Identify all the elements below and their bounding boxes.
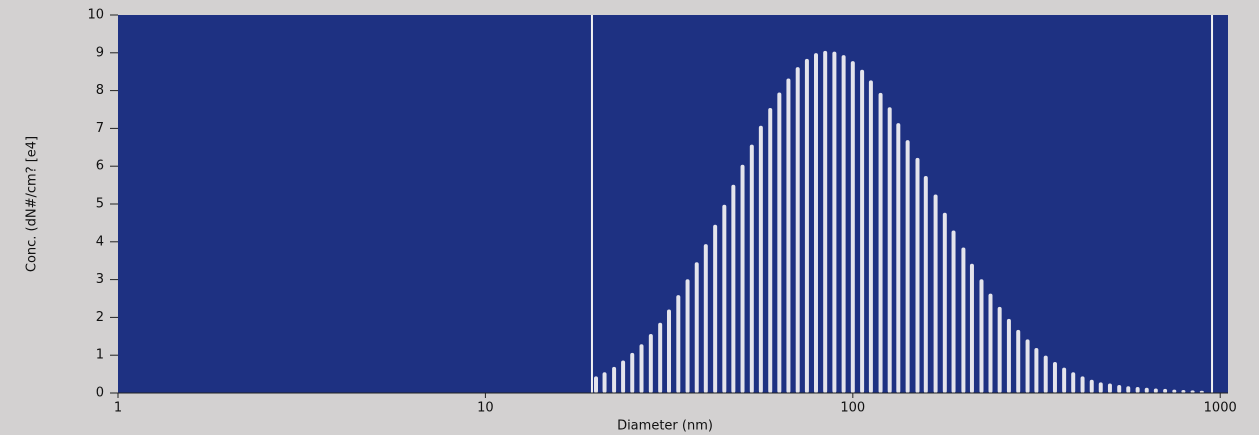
bar bbox=[942, 212, 947, 393]
x-tick-label: 1000 bbox=[1204, 401, 1237, 416]
bar bbox=[988, 293, 993, 393]
bar bbox=[786, 78, 791, 393]
bar bbox=[951, 230, 956, 393]
bar bbox=[777, 92, 782, 394]
bar bbox=[722, 204, 727, 393]
bar bbox=[923, 176, 928, 393]
bar bbox=[1153, 388, 1158, 393]
bar bbox=[969, 263, 974, 393]
bar bbox=[768, 107, 773, 393]
bar bbox=[1071, 372, 1076, 393]
bar bbox=[905, 140, 910, 393]
plot-area bbox=[118, 15, 1228, 393]
bar bbox=[832, 51, 837, 393]
bar bbox=[915, 157, 920, 393]
bar bbox=[1089, 379, 1094, 393]
bar bbox=[823, 50, 828, 393]
bar bbox=[612, 366, 617, 393]
bar bbox=[658, 322, 663, 393]
y-tick-label: 6 bbox=[96, 159, 104, 174]
y-tick-label: 3 bbox=[96, 272, 104, 287]
bar bbox=[731, 184, 736, 393]
bar bbox=[666, 309, 671, 393]
bar bbox=[685, 279, 690, 393]
bar bbox=[850, 61, 855, 394]
y-tick-label: 8 bbox=[96, 83, 104, 98]
bar bbox=[1126, 386, 1131, 393]
bar bbox=[1135, 386, 1140, 393]
bar bbox=[896, 123, 901, 393]
bar bbox=[804, 58, 809, 394]
y-tick-label: 2 bbox=[96, 310, 104, 325]
y-tick-label: 5 bbox=[96, 197, 104, 212]
bar bbox=[630, 352, 635, 393]
bar bbox=[1172, 389, 1177, 393]
bar bbox=[713, 224, 718, 393]
bar bbox=[1016, 329, 1021, 393]
x-axis-label: Diameter (nm) bbox=[617, 419, 713, 434]
bar bbox=[740, 164, 745, 393]
bar bbox=[1080, 376, 1085, 393]
bar bbox=[1052, 362, 1057, 393]
bar bbox=[814, 53, 819, 393]
bar bbox=[841, 55, 846, 394]
bar bbox=[639, 344, 644, 393]
y-tick-label: 7 bbox=[96, 121, 104, 136]
y-tick-label: 1 bbox=[96, 348, 104, 363]
y-tick-label: 0 bbox=[96, 386, 104, 401]
bar bbox=[1025, 339, 1030, 393]
bar bbox=[1163, 388, 1168, 393]
bar bbox=[621, 360, 626, 393]
y-tick-label: 10 bbox=[87, 8, 104, 23]
bar bbox=[1107, 383, 1112, 393]
bar bbox=[1043, 355, 1048, 393]
bar bbox=[758, 125, 763, 393]
bar bbox=[602, 372, 607, 393]
y-tick-label: 9 bbox=[96, 45, 104, 60]
bar bbox=[860, 69, 865, 393]
x-tick-label: 1 bbox=[114, 401, 122, 416]
bar bbox=[1098, 382, 1103, 393]
bar bbox=[703, 244, 708, 393]
bar bbox=[749, 144, 754, 393]
bar bbox=[648, 334, 653, 393]
bar bbox=[878, 92, 883, 394]
bar bbox=[594, 376, 599, 393]
bar bbox=[997, 306, 1002, 393]
x-tick-label: 10 bbox=[477, 401, 494, 416]
bar bbox=[1034, 348, 1039, 393]
bar bbox=[979, 279, 984, 393]
bar bbox=[887, 107, 892, 394]
bar bbox=[1190, 390, 1195, 393]
y-axis-label: Conc. (dN#/cm? [e4] bbox=[25, 136, 40, 272]
bar bbox=[676, 295, 681, 393]
bar bbox=[1181, 389, 1186, 393]
bar bbox=[933, 194, 938, 393]
bar bbox=[1117, 385, 1122, 393]
y-tick-label: 4 bbox=[96, 234, 104, 249]
bar bbox=[795, 67, 800, 393]
bar bbox=[694, 262, 699, 393]
bar bbox=[1006, 318, 1011, 393]
bar bbox=[868, 80, 873, 394]
bar bbox=[1199, 390, 1204, 393]
bar bbox=[1144, 387, 1149, 393]
x-tick-label: 100 bbox=[840, 401, 865, 416]
bar bbox=[1062, 367, 1067, 393]
bar bbox=[961, 247, 966, 393]
